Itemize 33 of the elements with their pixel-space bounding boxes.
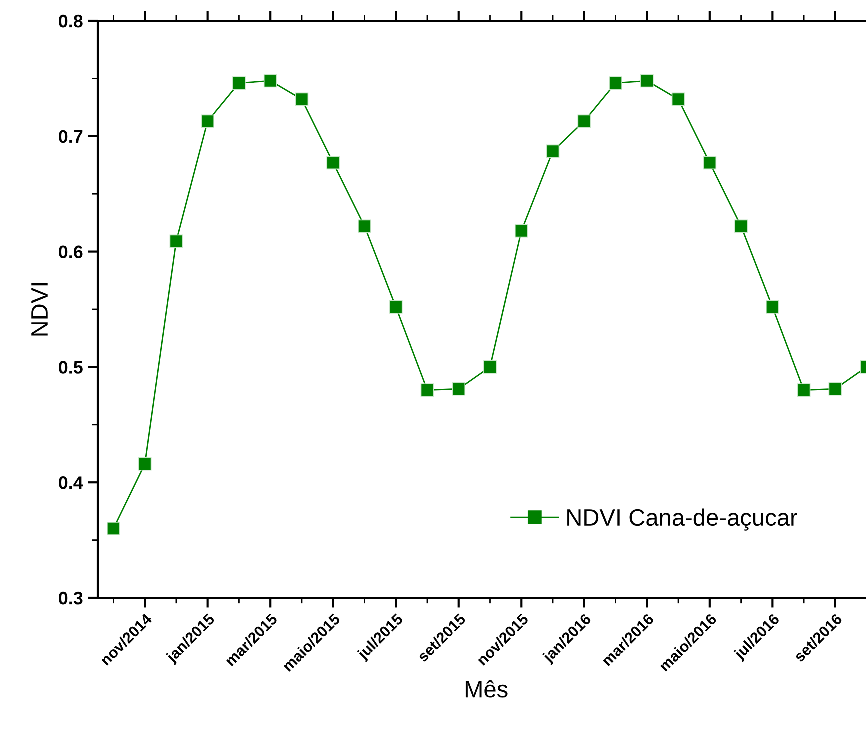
- y-tick-label: 0.7: [59, 130, 83, 144]
- point: [484, 360, 497, 374]
- y-axis-title: NDVI: [32, 283, 48, 336]
- y-tick-label: 0.8: [59, 14, 83, 28]
- point: [295, 92, 309, 106]
- point: [797, 384, 811, 397]
- x-axis-title: Mês: [466, 680, 508, 698]
- point: [358, 220, 372, 234]
- point: [107, 522, 120, 536]
- y-tick-label: 0.4: [59, 476, 84, 490]
- point: [578, 114, 592, 128]
- point: [703, 156, 717, 170]
- point: [766, 300, 780, 314]
- point: [609, 76, 622, 90]
- point: [672, 92, 686, 106]
- point: [452, 382, 466, 396]
- legend-label: NDVI Cana-de-açucar: [568, 508, 798, 531]
- point: [138, 457, 152, 471]
- point: [201, 114, 214, 128]
- point: [264, 74, 278, 88]
- point: [734, 220, 748, 234]
- point: [514, 224, 528, 238]
- y-tick-label: 0.6: [59, 246, 83, 259]
- point: [828, 382, 842, 396]
- point: [170, 234, 184, 248]
- point: [640, 74, 654, 88]
- point: [232, 76, 246, 90]
- y-tick-label: 0.3: [59, 592, 83, 605]
- point: [420, 384, 434, 397]
- point: [326, 156, 340, 170]
- y-tick-label: 0.5: [59, 361, 83, 374]
- point: [389, 300, 403, 314]
- point: [546, 144, 560, 158]
